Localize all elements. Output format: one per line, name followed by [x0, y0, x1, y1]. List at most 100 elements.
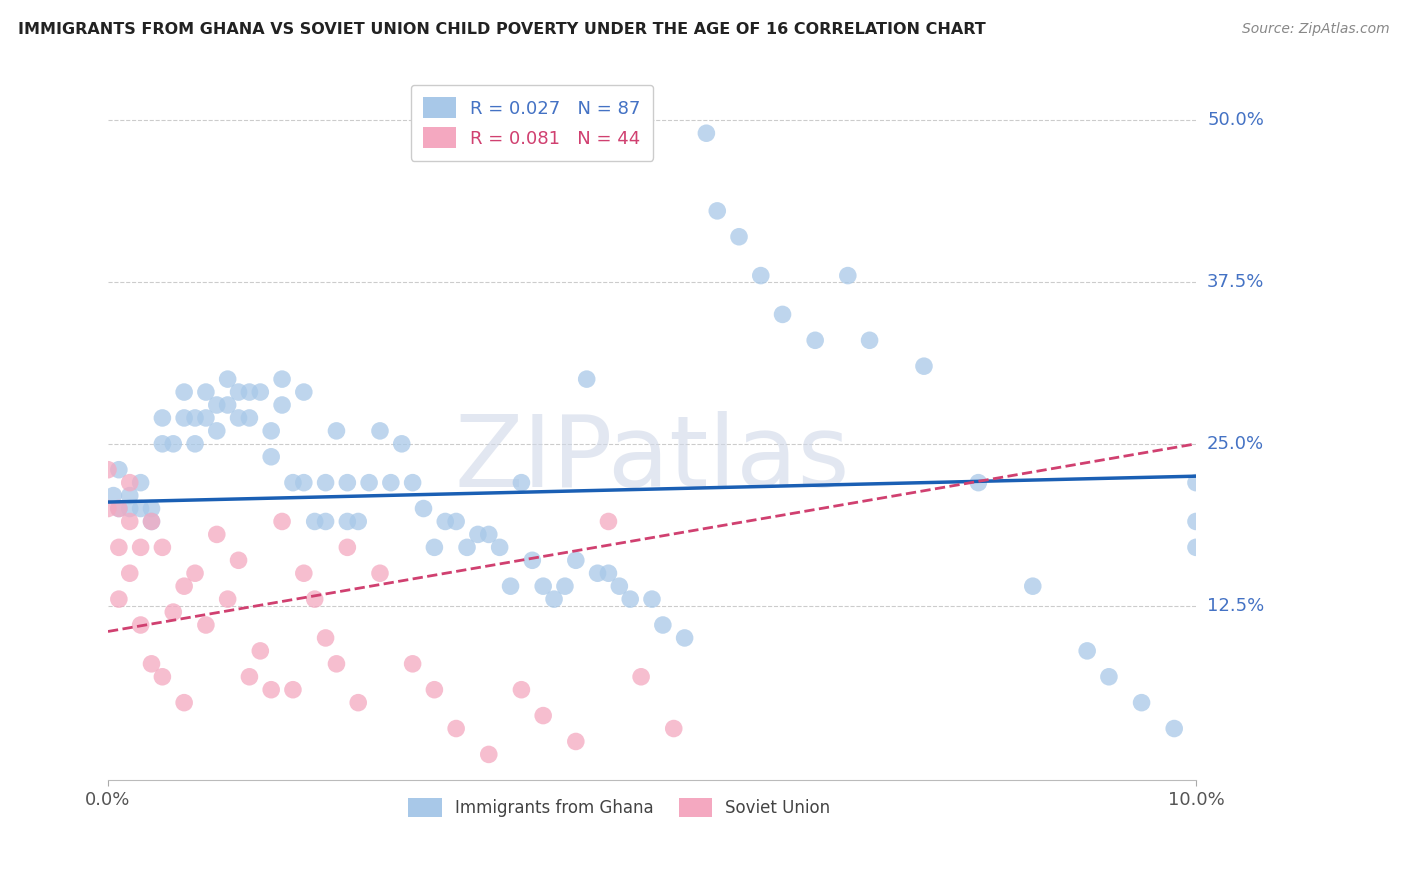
Point — [129, 501, 152, 516]
Point — [184, 437, 207, 451]
Point — [118, 475, 141, 490]
Point — [531, 579, 554, 593]
Point — [1163, 722, 1185, 736]
Point — [772, 307, 794, 321]
Point — [141, 515, 163, 529]
Point — [205, 398, 228, 412]
Point — [1076, 644, 1098, 658]
Point — [912, 359, 935, 374]
Point — [118, 501, 141, 516]
Point — [249, 644, 271, 658]
Point — [228, 553, 250, 567]
Point — [456, 541, 478, 555]
Point — [271, 515, 294, 529]
Point — [423, 682, 446, 697]
Point — [510, 682, 533, 697]
Point — [141, 657, 163, 671]
Point — [315, 515, 337, 529]
Point — [238, 411, 260, 425]
Point — [260, 450, 283, 464]
Point — [260, 424, 283, 438]
Point — [228, 385, 250, 400]
Point — [271, 398, 294, 412]
Point — [108, 463, 131, 477]
Point — [662, 722, 685, 736]
Point — [837, 268, 859, 283]
Point — [412, 501, 434, 516]
Point — [150, 411, 173, 425]
Point — [249, 385, 271, 400]
Point — [103, 489, 125, 503]
Point — [228, 411, 250, 425]
Text: 50.0%: 50.0% — [1208, 112, 1264, 129]
Point — [347, 515, 370, 529]
Point — [217, 398, 239, 412]
Point — [129, 618, 152, 632]
Point — [1022, 579, 1045, 593]
Point — [97, 501, 120, 516]
Point — [194, 385, 217, 400]
Text: 12.5%: 12.5% — [1208, 597, 1264, 615]
Point — [858, 333, 880, 347]
Point — [118, 515, 141, 529]
Point — [281, 682, 304, 697]
Point — [238, 385, 260, 400]
Point — [967, 475, 990, 490]
Point — [325, 657, 347, 671]
Point — [304, 592, 326, 607]
Point — [368, 424, 391, 438]
Point — [108, 592, 131, 607]
Point — [586, 566, 609, 581]
Point — [478, 527, 501, 541]
Text: ZIPatlas: ZIPatlas — [454, 411, 849, 508]
Point — [391, 437, 413, 451]
Text: 37.5%: 37.5% — [1208, 273, 1264, 291]
Point — [444, 722, 467, 736]
Point — [347, 696, 370, 710]
Point — [129, 475, 152, 490]
Point — [150, 670, 173, 684]
Point — [695, 126, 717, 140]
Point — [368, 566, 391, 581]
Point — [531, 708, 554, 723]
Point — [150, 437, 173, 451]
Point — [292, 566, 315, 581]
Point — [1130, 696, 1153, 710]
Point — [444, 515, 467, 529]
Point — [150, 541, 173, 555]
Point — [162, 605, 184, 619]
Point — [607, 579, 630, 593]
Point — [217, 372, 239, 386]
Point — [205, 527, 228, 541]
Point — [336, 475, 359, 490]
Point — [271, 372, 294, 386]
Point — [1185, 475, 1208, 490]
Point — [673, 631, 696, 645]
Point — [543, 592, 565, 607]
Point — [630, 670, 652, 684]
Point — [173, 579, 195, 593]
Point — [488, 541, 510, 555]
Point — [510, 475, 533, 490]
Point — [499, 579, 522, 593]
Point — [749, 268, 772, 283]
Point — [359, 475, 381, 490]
Point — [1185, 515, 1208, 529]
Point — [804, 333, 827, 347]
Text: Source: ZipAtlas.com: Source: ZipAtlas.com — [1241, 22, 1389, 37]
Text: IMMIGRANTS FROM GHANA VS SOVIET UNION CHILD POVERTY UNDER THE AGE OF 16 CORRELAT: IMMIGRANTS FROM GHANA VS SOVIET UNION CH… — [18, 22, 986, 37]
Point — [108, 541, 131, 555]
Point — [380, 475, 402, 490]
Point — [173, 696, 195, 710]
Point — [554, 579, 576, 593]
Point — [184, 411, 207, 425]
Text: 25.0%: 25.0% — [1208, 434, 1264, 453]
Point — [467, 527, 489, 541]
Point — [336, 515, 359, 529]
Point — [108, 501, 131, 516]
Point — [129, 541, 152, 555]
Point — [401, 657, 423, 671]
Point — [260, 682, 283, 697]
Point — [336, 541, 359, 555]
Point — [205, 424, 228, 438]
